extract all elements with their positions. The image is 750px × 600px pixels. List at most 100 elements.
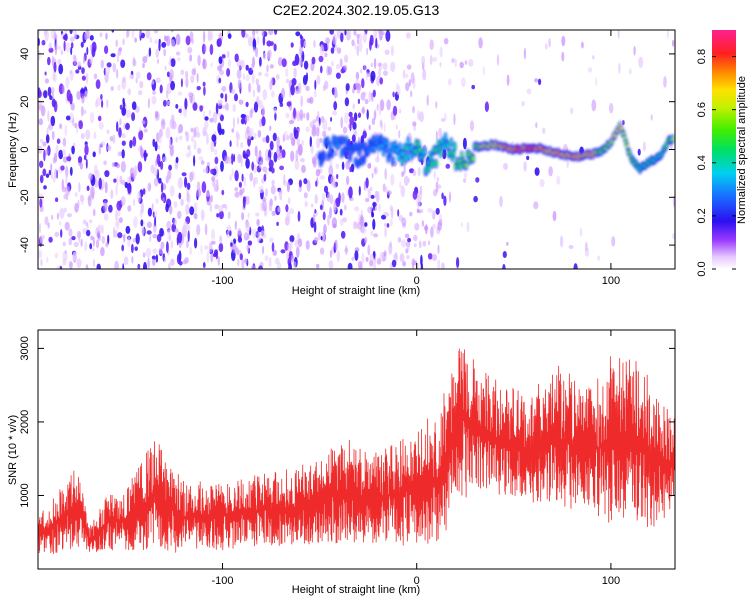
heatmap-cell [142, 56, 148, 64]
snr-series [38, 348, 675, 554]
heatmap-cell [319, 44, 325, 56]
y-tick-label: 0 [19, 146, 31, 152]
heatmap-cell [210, 168, 215, 175]
x-tick-label: 100 [602, 275, 620, 287]
heatmap-cell [38, 50, 41, 61]
heatmap-cell [355, 71, 360, 81]
heatmap-cell [405, 145, 409, 151]
heatmap-cell [406, 255, 410, 260]
heatmap-cell [145, 30, 151, 39]
heatmap-cell [90, 44, 93, 52]
heatmap-cell [171, 120, 177, 130]
colorbar-gradient [712, 30, 736, 269]
heatmap-cell [205, 190, 211, 197]
heatmap-cell [193, 212, 198, 220]
heatmap-cell [322, 153, 326, 160]
heatmap-cell [149, 36, 153, 44]
heatmap-cell [334, 239, 338, 251]
heatmap-cell [533, 201, 539, 210]
heatmap-cell [255, 212, 260, 217]
heatmap-cell [50, 115, 56, 127]
heatmap-cell [471, 156, 475, 162]
heatmap-cell [187, 145, 191, 151]
figure-title: C2E2.2024.302.19.05.G13 [273, 2, 440, 18]
heatmap-cell [184, 98, 188, 110]
heatmap-cell [132, 136, 137, 147]
heatmap-cell [300, 35, 304, 48]
heatmap-cell [468, 58, 474, 67]
heatmap-cell [261, 30, 265, 38]
heatmap-cell [379, 77, 384, 85]
heatmap-cell [77, 61, 82, 68]
heatmap-cell [315, 127, 320, 137]
heatmap-cell [253, 176, 259, 185]
heatmap-cell [214, 156, 219, 165]
heatmap-cell [165, 89, 169, 99]
heatmap-cell [127, 30, 130, 38]
heatmap-cell [68, 228, 73, 237]
heatmap-cell [205, 165, 208, 175]
heatmap-cell [221, 128, 225, 135]
heatmap-cell [65, 165, 69, 178]
heatmap-cell [243, 153, 249, 159]
heatmap-scatter-layer [38, 30, 675, 269]
heatmap-cell [405, 82, 410, 92]
heatmap-cell [117, 151, 123, 157]
heatmap-cell [64, 124, 68, 137]
heatmap-cell [262, 199, 267, 212]
heatmap-cell [71, 236, 76, 241]
snr-line [38, 348, 675, 554]
heatmap-cell [390, 173, 395, 186]
heatmap-cell [54, 168, 58, 179]
heatmap-cell [385, 186, 388, 193]
heatmap-cell [160, 118, 166, 130]
heatmap-cell [305, 126, 310, 133]
heatmap-cell [257, 130, 262, 138]
heatmap-cell [506, 74, 510, 86]
heatmap-cell [115, 218, 120, 230]
heatmap-cell [103, 201, 108, 213]
heatmap-cell [454, 58, 457, 68]
heatmap-cell [115, 210, 118, 221]
heatmap-cell [324, 80, 329, 90]
x-tick-label: 0 [414, 575, 420, 587]
heatmap-cell [328, 143, 332, 149]
heatmap-cell [370, 194, 375, 199]
heatmap-cell [236, 69, 242, 80]
colorbar-tick-label: 0.4 [696, 155, 708, 170]
heatmap-cell [111, 161, 116, 168]
heatmap-cell [256, 84, 261, 93]
heatmap-cell [327, 126, 332, 131]
heatmap-cell [239, 253, 243, 261]
heatmap-cell [306, 180, 311, 192]
heatmap-cell [124, 181, 128, 189]
heatmap-cell [445, 163, 451, 169]
heatmap-cell [229, 174, 232, 182]
heatmap-cell [191, 68, 196, 76]
heatmap-cell [61, 84, 65, 94]
heatmap-cell [411, 260, 417, 266]
heatmap-cell [66, 89, 72, 102]
heatmap-cell [118, 47, 123, 52]
heatmap-cell [234, 191, 240, 198]
heatmap-cell [166, 100, 172, 106]
heatmap-cell [159, 128, 163, 138]
heatmap-cell [671, 39, 675, 47]
heatmap-cell [214, 148, 218, 156]
heatmap-cell [216, 213, 220, 218]
y-tick-label: 1000 [19, 483, 31, 507]
snr-x-ticks: -100 0 100 [211, 330, 620, 587]
heatmap-cell [166, 220, 172, 230]
heatmap-cell [303, 178, 308, 185]
heatmap-cell [198, 156, 204, 161]
heatmap-cell [637, 148, 641, 156]
heatmap-cell [280, 249, 286, 254]
heatmap-cell [114, 229, 118, 238]
heatmap-cell [303, 40, 307, 47]
heatmap-cell [100, 59, 105, 69]
heatmap-cell [177, 210, 182, 219]
heatmap-cell [48, 42, 53, 49]
heatmap-cell [186, 240, 189, 249]
heatmap-cell [261, 116, 266, 127]
heatmap-cell [89, 35, 94, 41]
